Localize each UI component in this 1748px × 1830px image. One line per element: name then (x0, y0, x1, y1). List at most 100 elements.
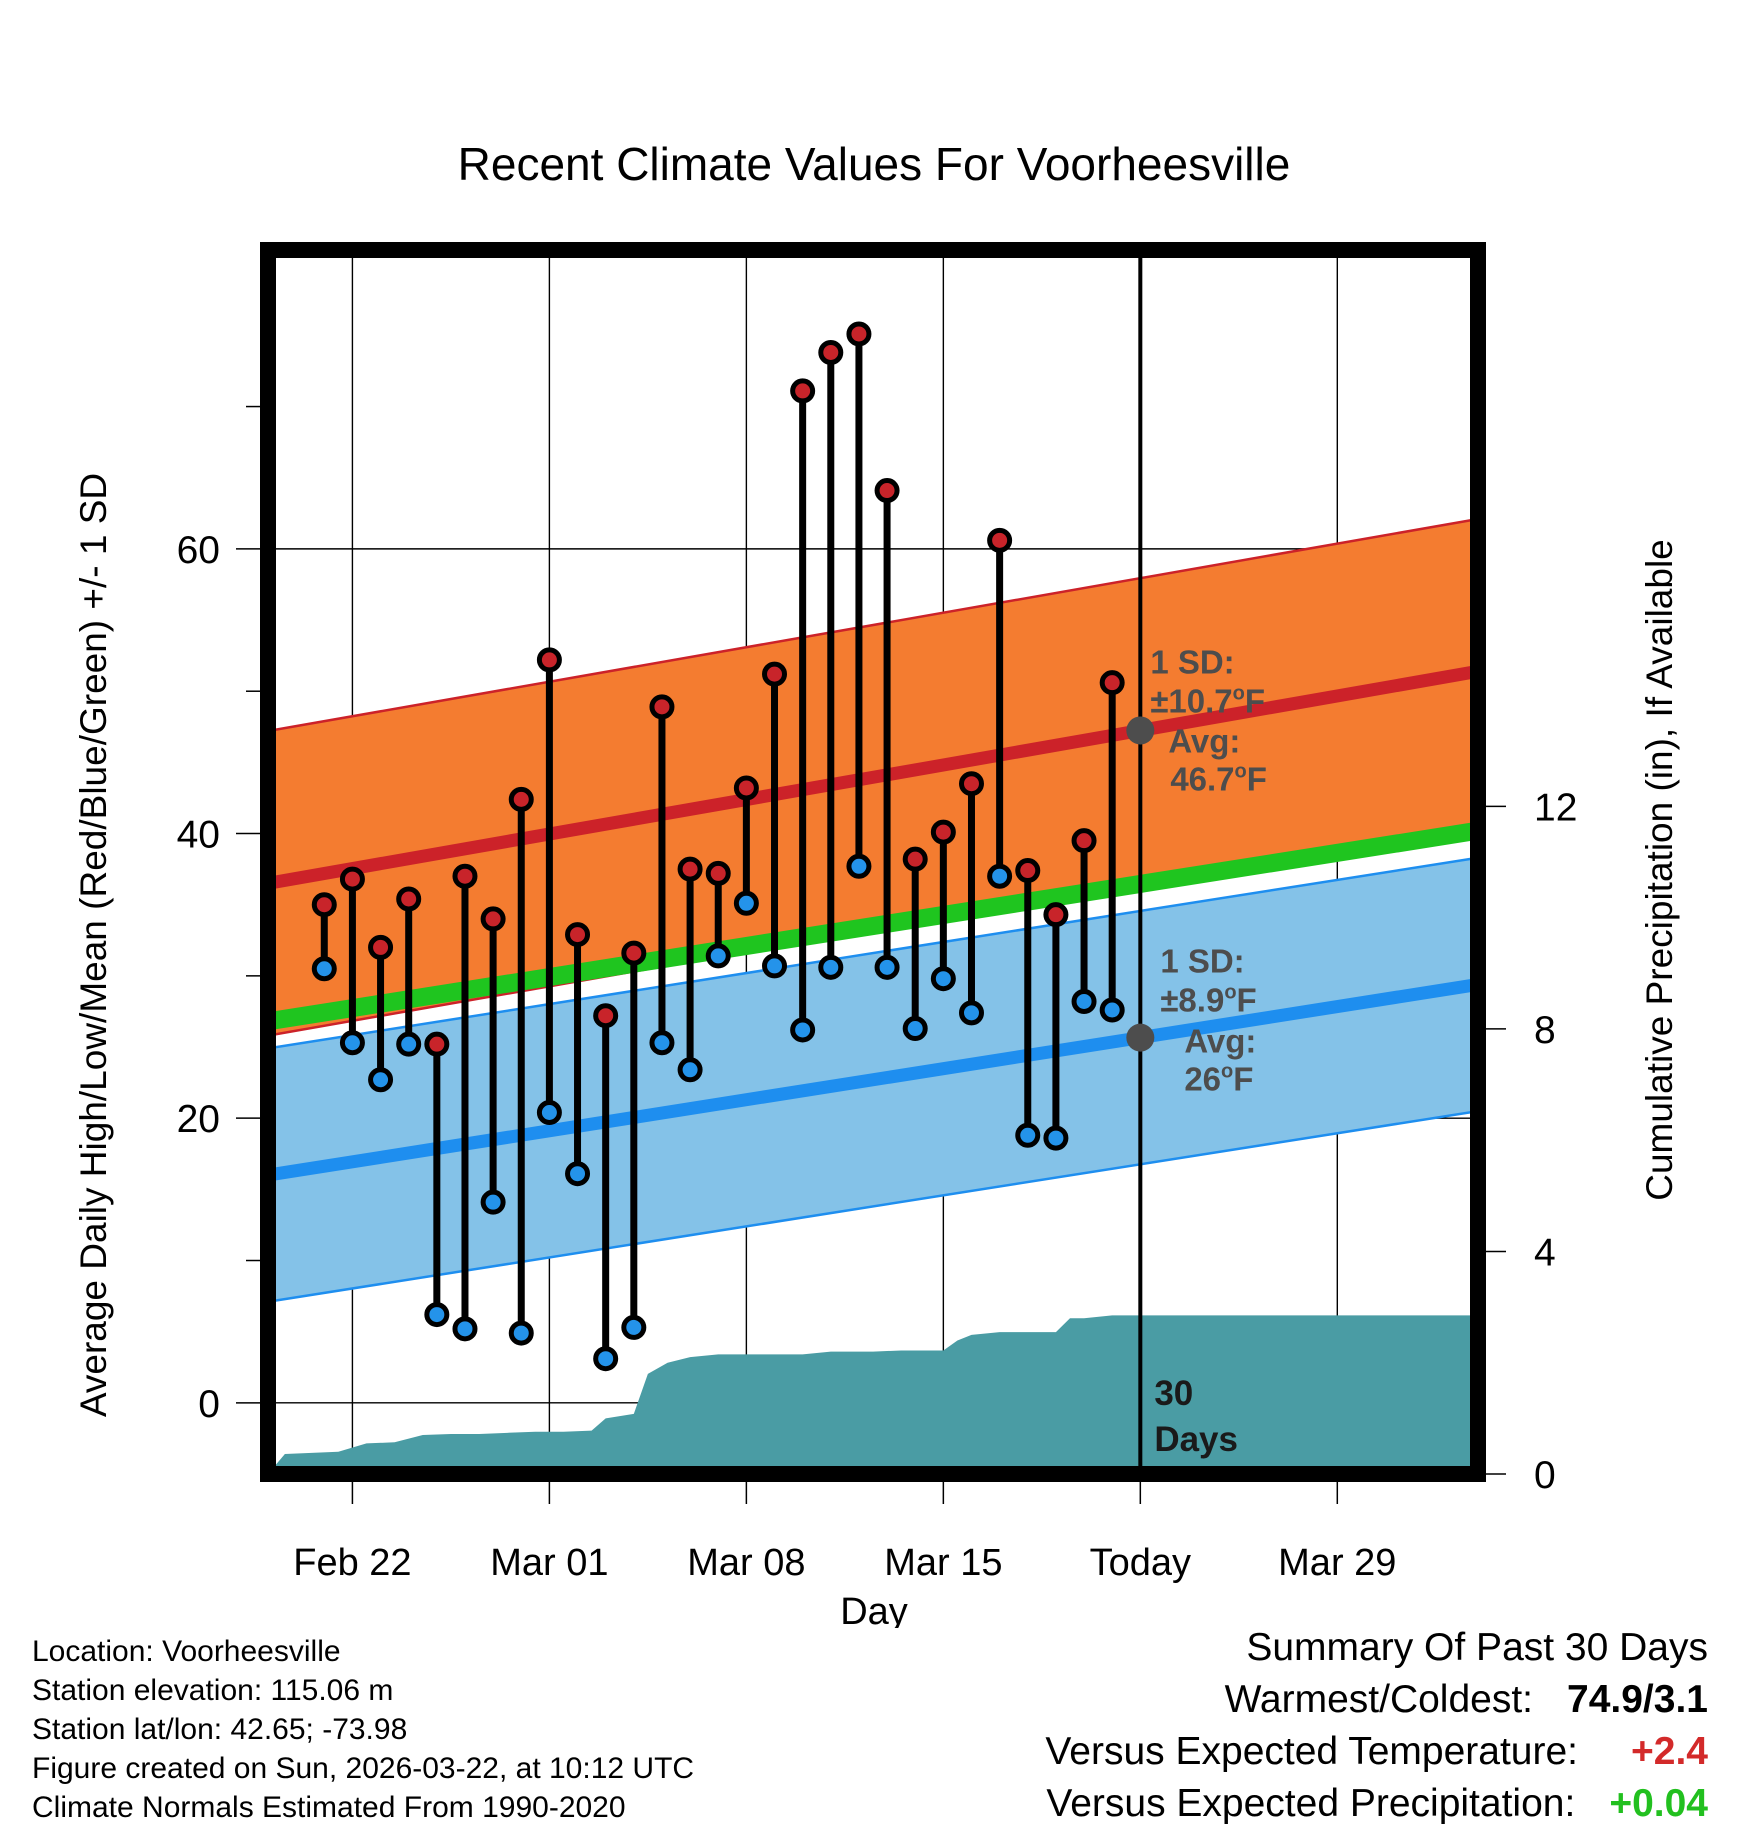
low-normal-line (268, 977, 1478, 1182)
climate-chart: Recent Climate Values For Voorheesville … (73, 138, 1680, 1628)
elevation-text: Station elevation: 115.06 m (32, 1674, 394, 1707)
low-temp-point (424, 1302, 450, 1328)
high-avg-label: Avg: (1168, 722, 1240, 759)
y-tick-label: 20 (177, 1098, 220, 1141)
high-temp-point (733, 775, 759, 801)
temp-anomaly-row: Versus Expected Temperature: +2.4 (948, 1726, 1708, 1778)
high-temp-point (818, 339, 844, 365)
high-temp-point (762, 661, 788, 687)
y-tick-label: 60 (177, 529, 220, 572)
low-temp-point (508, 1320, 534, 1346)
x-axis-label: Day (840, 1591, 908, 1628)
plot-frame (260, 242, 1486, 1482)
location-text: Location: Voorheesville (32, 1635, 341, 1668)
warm-cold-value: 74.9/3.1 (1567, 1678, 1708, 1721)
high-temp-point (565, 922, 591, 948)
low-temp-point (311, 956, 337, 982)
x-tick-label: Mar 29 (1278, 1542, 1396, 1584)
high-temp-point (424, 1031, 450, 1057)
y-axis-label: Average Daily High/Low/Mean (Red/Blue/Gr… (73, 473, 114, 1417)
high-temp-point (536, 647, 562, 673)
low-temp-point (452, 1316, 478, 1342)
low-temp-point (705, 943, 731, 969)
high-temp-point (593, 1003, 619, 1029)
y2-tick-label: 12 (1534, 786, 1577, 829)
low-temp-point (733, 890, 759, 916)
high-temp-point (311, 892, 337, 918)
low-temp-point (368, 1067, 394, 1093)
x-tick-label: Mar 01 (490, 1542, 608, 1584)
temp-anomaly-label: Versus Expected Temperature: (1045, 1730, 1578, 1773)
precip-anomaly-value: +0.04 (1609, 1782, 1708, 1825)
low-temp-point (649, 1030, 675, 1056)
summary-panel: Summary Of Past 30 Days Warmest/Coldest:… (948, 1622, 1708, 1830)
temp-anomaly-value: +2.4 (1631, 1730, 1708, 1773)
cumulative-precip-area (268, 1315, 1478, 1474)
low-temp-point (790, 1017, 816, 1043)
high-temp-point (677, 856, 703, 882)
high-temp-point (902, 846, 928, 872)
low-avg-label: Avg: (1184, 1023, 1256, 1060)
high-temp-point (508, 786, 534, 812)
warm-cold-row: Warmest/Coldest: 74.9/3.1 (948, 1674, 1708, 1726)
low-temp-point (677, 1057, 703, 1083)
y-tick-label: 0 (198, 1383, 220, 1426)
low-temp-point (621, 1314, 647, 1340)
low-temp-point (396, 1031, 422, 1057)
high-avg-value: 46.7oF (1170, 760, 1267, 797)
latlon-text: Station lat/lon: 42.65; -73.98 (32, 1713, 408, 1746)
high-band-upper-edge (268, 517, 1478, 733)
high-temp-point (368, 934, 394, 960)
low-temp-point (958, 1000, 984, 1026)
period-count-label: 30 (1154, 1374, 1193, 1413)
y2-tick-label: 8 (1534, 1009, 1556, 1052)
y2-axis-label: Cumulative Precipitation (in), If Availa… (1639, 539, 1680, 1201)
low-band-upper-edge (268, 856, 1478, 1050)
period-unit-label: Days (1154, 1420, 1238, 1459)
low-temp-point (593, 1346, 619, 1372)
normals-text: Climate Normals Estimated From 1990-2020 (32, 1791, 626, 1824)
high-temp-point (396, 886, 422, 912)
low-temp-point (536, 1099, 562, 1125)
low-sd-value: ±8.9oF (1160, 982, 1256, 1019)
y2-tick-label: 0 (1534, 1454, 1556, 1497)
low-temp-point (818, 954, 844, 980)
mean-normal-line (268, 821, 1478, 1031)
high-temp-point (930, 819, 956, 845)
low-temp-point (480, 1189, 506, 1215)
summary-title: Summary Of Past 30 Days (1246, 1626, 1708, 1669)
high-temp-point (339, 866, 365, 892)
warm-cold-label: Warmest/Coldest: (1224, 1678, 1534, 1721)
low-temp-point (987, 863, 1013, 889)
x-tick-label: Today (1090, 1542, 1191, 1584)
chart-title: Recent Climate Values For Voorheesville (458, 138, 1291, 190)
low-temp-point (846, 853, 872, 879)
low-temp-point (902, 1016, 928, 1042)
today-low-normal-marker (1126, 1023, 1155, 1052)
low-temp-point (1015, 1122, 1041, 1148)
high-temp-point (790, 378, 816, 404)
high-sd-value: ±10.7oF (1150, 682, 1265, 719)
high-temp-point (958, 771, 984, 797)
high-temp-point (987, 527, 1013, 553)
high-temp-point (1015, 858, 1041, 884)
low-avg-value: 26oF (1184, 1061, 1253, 1098)
x-tick-label: Mar 08 (687, 1542, 805, 1584)
high-temp-point (452, 863, 478, 889)
high-temp-point (480, 906, 506, 932)
low-temp-point (874, 954, 900, 980)
high-sd-label: 1 SD: (1150, 643, 1234, 680)
x-tick-label: Mar 15 (884, 1542, 1002, 1584)
high-temp-point (649, 694, 675, 720)
station-info: Location: Voorheesville Station elevatio… (32, 1632, 694, 1827)
high-normal-line (268, 664, 1478, 890)
low-temp-point (762, 953, 788, 979)
low-temp-point (1043, 1125, 1069, 1151)
high-temp-point (705, 860, 731, 886)
precip-anomaly-label: Versus Expected Precipitation: (1046, 1782, 1576, 1825)
high-temp-point (621, 940, 647, 966)
y2-tick-label: 4 (1534, 1231, 1556, 1274)
low-temp-point (1071, 988, 1097, 1014)
created-text: Figure created on Sun, 2026-03-22, at 10… (32, 1752, 695, 1785)
clipped-series (268, 517, 1478, 1474)
